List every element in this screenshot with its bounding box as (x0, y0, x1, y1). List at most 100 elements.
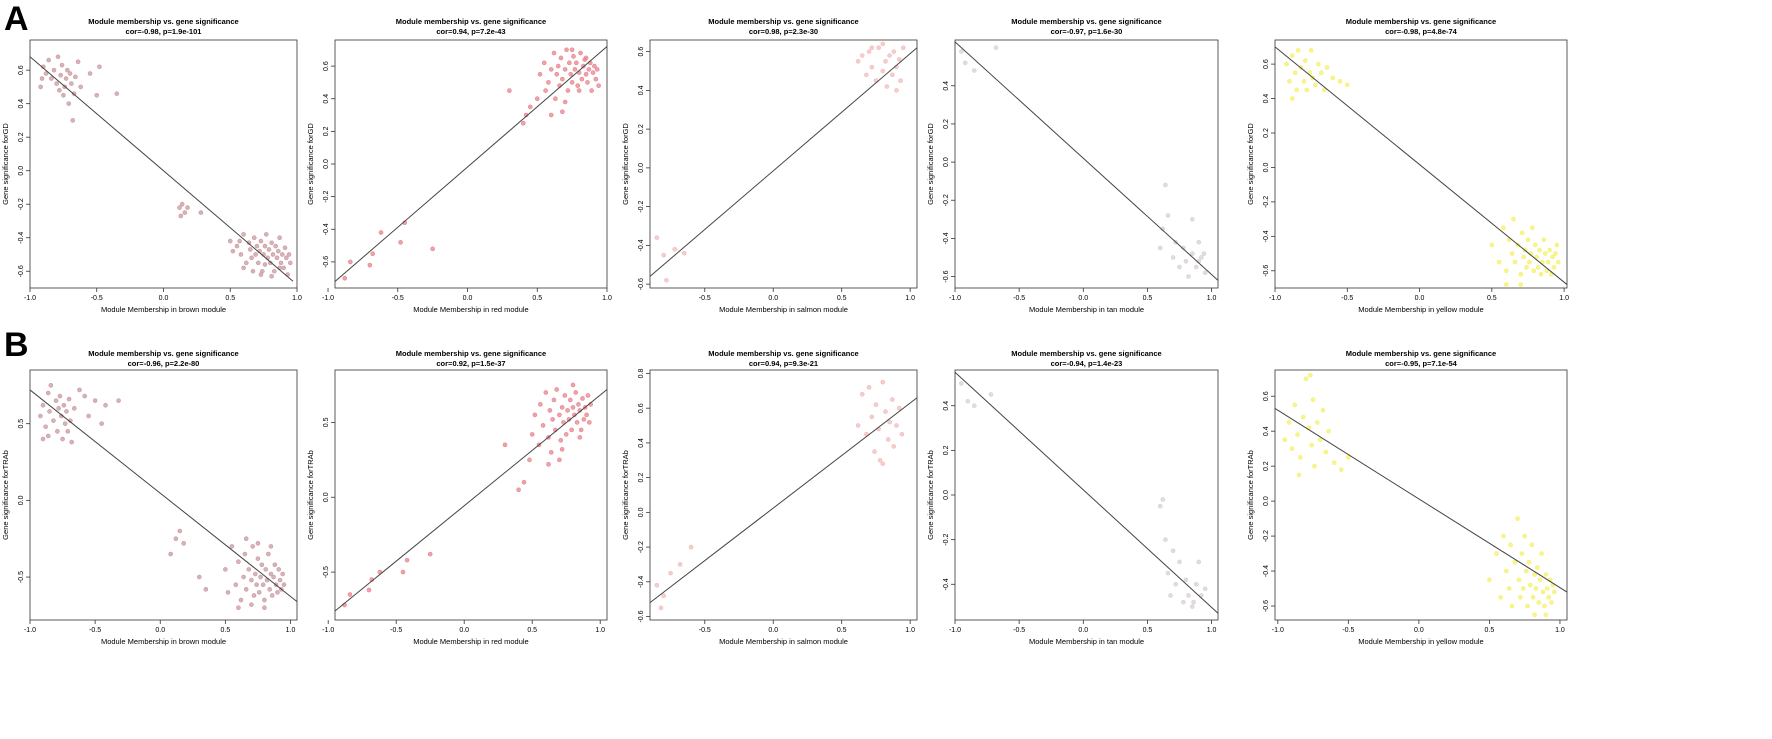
data-point (251, 235, 257, 241)
data-point (1290, 96, 1295, 101)
data-point (577, 435, 583, 440)
data-point (654, 582, 660, 588)
data-point (567, 60, 572, 66)
y-tick-label: 0.6 (1263, 391, 1270, 401)
data-point (258, 272, 264, 277)
data-point (243, 587, 249, 592)
data-point (1201, 251, 1207, 256)
data-point (534, 96, 540, 102)
data-point (223, 567, 228, 572)
data-point (550, 417, 555, 422)
y-tick-label: 0.0 (638, 507, 645, 517)
data-point (587, 420, 592, 425)
data-point (1496, 259, 1502, 265)
data-point (1307, 372, 1313, 378)
data-point (568, 71, 574, 77)
data-point (77, 387, 82, 393)
data-point (237, 238, 242, 244)
data-point (253, 252, 258, 257)
data-point (869, 414, 875, 420)
data-point (276, 567, 282, 572)
data-point (1508, 542, 1513, 548)
x-tick-label: -0.5 (89, 627, 101, 634)
data-point (965, 398, 971, 404)
data-point (1294, 87, 1299, 93)
data-point (1324, 65, 1330, 70)
data-point (1163, 182, 1168, 188)
x-tick-label: 0.0 (1078, 627, 1088, 634)
data-point (254, 243, 260, 249)
data-point (1317, 437, 1323, 443)
y-tick-label: -0.4 (1263, 565, 1270, 577)
data-point (71, 406, 77, 411)
data-point (43, 424, 48, 430)
data-point (284, 255, 289, 261)
data-point (73, 74, 78, 80)
data-point (62, 421, 68, 426)
x-tick-label: 1.0 (1559, 295, 1569, 302)
data-point (1165, 570, 1171, 576)
scatter-panel-7: Module membership vs. gene significancec… (621, 349, 918, 646)
data-point (63, 76, 69, 81)
data-point (260, 582, 266, 588)
x-tick-label: -0.5 (390, 627, 402, 634)
panel-subtitle: cor=-0.98, p=4.8e-74 (1385, 27, 1458, 36)
x-tick-label: 1.0 (1555, 627, 1565, 634)
x-tick-label: 0.0 (768, 627, 778, 634)
panel-subtitle: cor=-0.96, p=2.2e-80 (128, 359, 200, 368)
data-point (585, 80, 590, 85)
row-label-a: A (4, 0, 29, 38)
y-tick-label: -0.5 (323, 566, 330, 578)
data-point (1304, 87, 1310, 93)
data-point (898, 78, 903, 83)
data-point (1190, 217, 1195, 222)
data-point (559, 405, 565, 410)
data-point (271, 574, 276, 580)
data-point (1312, 463, 1317, 469)
x-tick-label: 1.0 (905, 295, 915, 302)
data-point (548, 67, 554, 72)
data-point (45, 433, 51, 439)
data-point (507, 88, 512, 93)
data-point (569, 80, 575, 85)
data-point (1186, 274, 1191, 279)
data-point (1282, 437, 1288, 443)
data-point (1501, 533, 1506, 539)
data-point (286, 252, 292, 257)
y-tick-label: -0.6 (323, 256, 330, 268)
data-point (543, 88, 548, 93)
data-point (668, 570, 673, 576)
data-point (116, 398, 121, 403)
data-point (281, 265, 286, 271)
y-tick-label: 0.0 (323, 492, 330, 502)
data-point (1531, 268, 1537, 274)
data-point (48, 383, 54, 388)
x-tick-label: 0.5 (1143, 295, 1153, 302)
x-tick-label: -1.0 (1269, 295, 1281, 302)
data-point (43, 71, 49, 76)
data-point (859, 392, 865, 397)
panel-title: Module membership vs. gene significance (88, 17, 238, 26)
panel-subtitle: cor=-0.97, p=1.6e-30 (1051, 27, 1123, 36)
data-point (1535, 565, 1540, 570)
data-point (1173, 581, 1178, 587)
data-point (198, 210, 204, 215)
data-point (255, 541, 261, 546)
data-point (1296, 472, 1302, 478)
panel-title: Module membership vs. gene significance (708, 17, 858, 26)
data-point (251, 593, 257, 598)
data-point (540, 423, 546, 428)
data-point (254, 582, 259, 588)
data-point (1318, 70, 1324, 76)
data-point (1534, 254, 1539, 260)
data-point (400, 569, 406, 575)
y-axis-label: Gene significance forTRAb (306, 450, 315, 540)
y-tick-label: 0.2 (638, 124, 645, 134)
data-point (658, 605, 664, 611)
data-point (181, 541, 186, 546)
data-point (548, 450, 554, 455)
data-point (532, 412, 538, 418)
regression-line (334, 46, 608, 282)
data-point (1202, 586, 1208, 592)
y-axis-label: Gene significance forTRAb (1246, 450, 1255, 540)
